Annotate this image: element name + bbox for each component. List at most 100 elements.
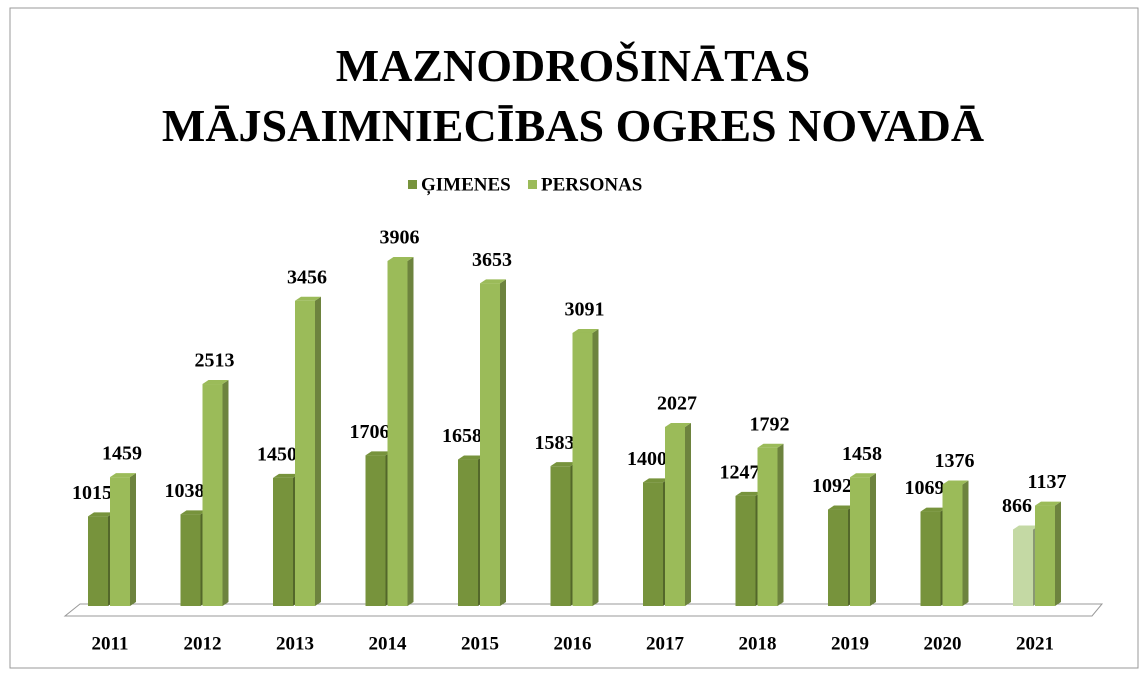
bar-side xyxy=(407,257,414,606)
bar-top xyxy=(850,473,876,478)
bar-side xyxy=(870,473,876,606)
bar-top xyxy=(665,422,691,427)
data-label: 1792 xyxy=(750,413,790,435)
data-label: 1137 xyxy=(1028,471,1067,493)
bar xyxy=(480,279,506,606)
bar xyxy=(202,380,229,606)
data-label: 3653 xyxy=(472,249,512,271)
data-label: 866 xyxy=(1002,495,1032,517)
bar-side xyxy=(222,380,229,606)
bar-side xyxy=(315,296,321,606)
x-tick-label: 2011 xyxy=(92,633,129,654)
bar-front xyxy=(942,484,963,606)
data-label: 1458 xyxy=(842,443,882,465)
data-label: 1038 xyxy=(165,480,205,502)
bar-front xyxy=(110,477,130,606)
data-label: 1247 xyxy=(720,461,760,483)
bar-top xyxy=(735,491,762,496)
bar-front xyxy=(643,482,663,606)
bar-front xyxy=(757,447,778,606)
bar xyxy=(850,473,876,606)
bar-top xyxy=(387,257,414,261)
x-tick-label: 2015 xyxy=(461,633,499,654)
legend-label: ĢIMENES xyxy=(421,174,511,195)
bar xyxy=(572,328,599,606)
legend-swatch xyxy=(408,180,417,189)
x-tick-label: 2012 xyxy=(184,633,222,654)
x-tick-label: 2021 xyxy=(1016,633,1054,654)
bar xyxy=(110,473,136,606)
x-tick-label: 2017 xyxy=(646,633,685,654)
bar-front xyxy=(365,455,386,606)
bar xyxy=(180,510,207,606)
bar-front xyxy=(180,514,201,606)
bar-top xyxy=(942,480,969,485)
bar-side xyxy=(777,443,784,606)
bar-top xyxy=(110,473,136,478)
bar-top xyxy=(1035,501,1061,506)
bar-front xyxy=(920,511,941,606)
data-label: 1450 xyxy=(257,444,297,466)
data-label: 1583 xyxy=(535,432,575,454)
bar-top xyxy=(828,505,854,510)
bar-front xyxy=(735,495,756,606)
bar xyxy=(665,422,691,606)
bar-front xyxy=(828,509,848,606)
bar-side xyxy=(685,422,691,606)
bar-top xyxy=(180,510,207,515)
bar xyxy=(1035,501,1061,606)
data-label: 2513 xyxy=(195,350,235,372)
x-tick-label: 2016 xyxy=(554,633,592,654)
bar-top xyxy=(480,279,506,284)
bar-side xyxy=(1055,501,1061,606)
bar-front xyxy=(1035,505,1055,606)
bar xyxy=(942,480,969,606)
x-tick-label: 2018 xyxy=(739,633,777,654)
data-label: 1092 xyxy=(812,475,852,497)
bar-top xyxy=(550,462,577,467)
data-label: 1658 xyxy=(442,425,482,447)
data-label: 3906 xyxy=(380,227,420,249)
chart-border xyxy=(9,7,1139,669)
bar-front xyxy=(480,283,500,606)
bar-top xyxy=(295,296,321,301)
bar-top xyxy=(757,443,784,448)
x-tick-label: 2014 xyxy=(369,633,408,654)
x-tick-label: 2019 xyxy=(831,633,869,654)
bar-top xyxy=(1013,525,1039,530)
bar-top xyxy=(458,455,484,460)
bar-top xyxy=(365,451,392,456)
bar-front xyxy=(88,516,108,606)
bar-front xyxy=(1013,529,1033,606)
bar-side xyxy=(130,473,136,606)
bar-top xyxy=(273,473,299,478)
data-label: 1459 xyxy=(102,443,142,465)
bar xyxy=(295,296,321,606)
bar-front xyxy=(387,261,408,606)
bar-top xyxy=(202,380,229,385)
x-tick-label: 2013 xyxy=(276,633,314,654)
chart-title: MAZNODROŠINĀTAS MĀJSAIMNIECĪBAS OGRES NOV… xyxy=(162,40,984,151)
data-label: 2027 xyxy=(657,393,697,415)
bar-top xyxy=(572,328,599,333)
bar-front xyxy=(202,384,223,606)
data-label: 1706 xyxy=(350,421,390,443)
bar-front xyxy=(550,466,571,606)
legend-swatch xyxy=(528,180,537,189)
bar xyxy=(387,257,414,606)
data-label: 1069 xyxy=(905,477,945,499)
bar-front xyxy=(295,300,315,606)
bar-side xyxy=(962,480,969,606)
bar-front xyxy=(458,459,478,606)
bar-top xyxy=(920,507,947,512)
data-label: 1376 xyxy=(935,450,975,472)
data-label: 3091 xyxy=(565,299,605,321)
bar-top xyxy=(88,512,114,517)
bar-front xyxy=(273,477,293,606)
bar-top xyxy=(643,478,669,483)
x-tick-label: 2020 xyxy=(924,633,962,654)
bar-side xyxy=(500,279,506,606)
data-label: 1400 xyxy=(627,448,667,470)
floor xyxy=(63,603,1104,617)
